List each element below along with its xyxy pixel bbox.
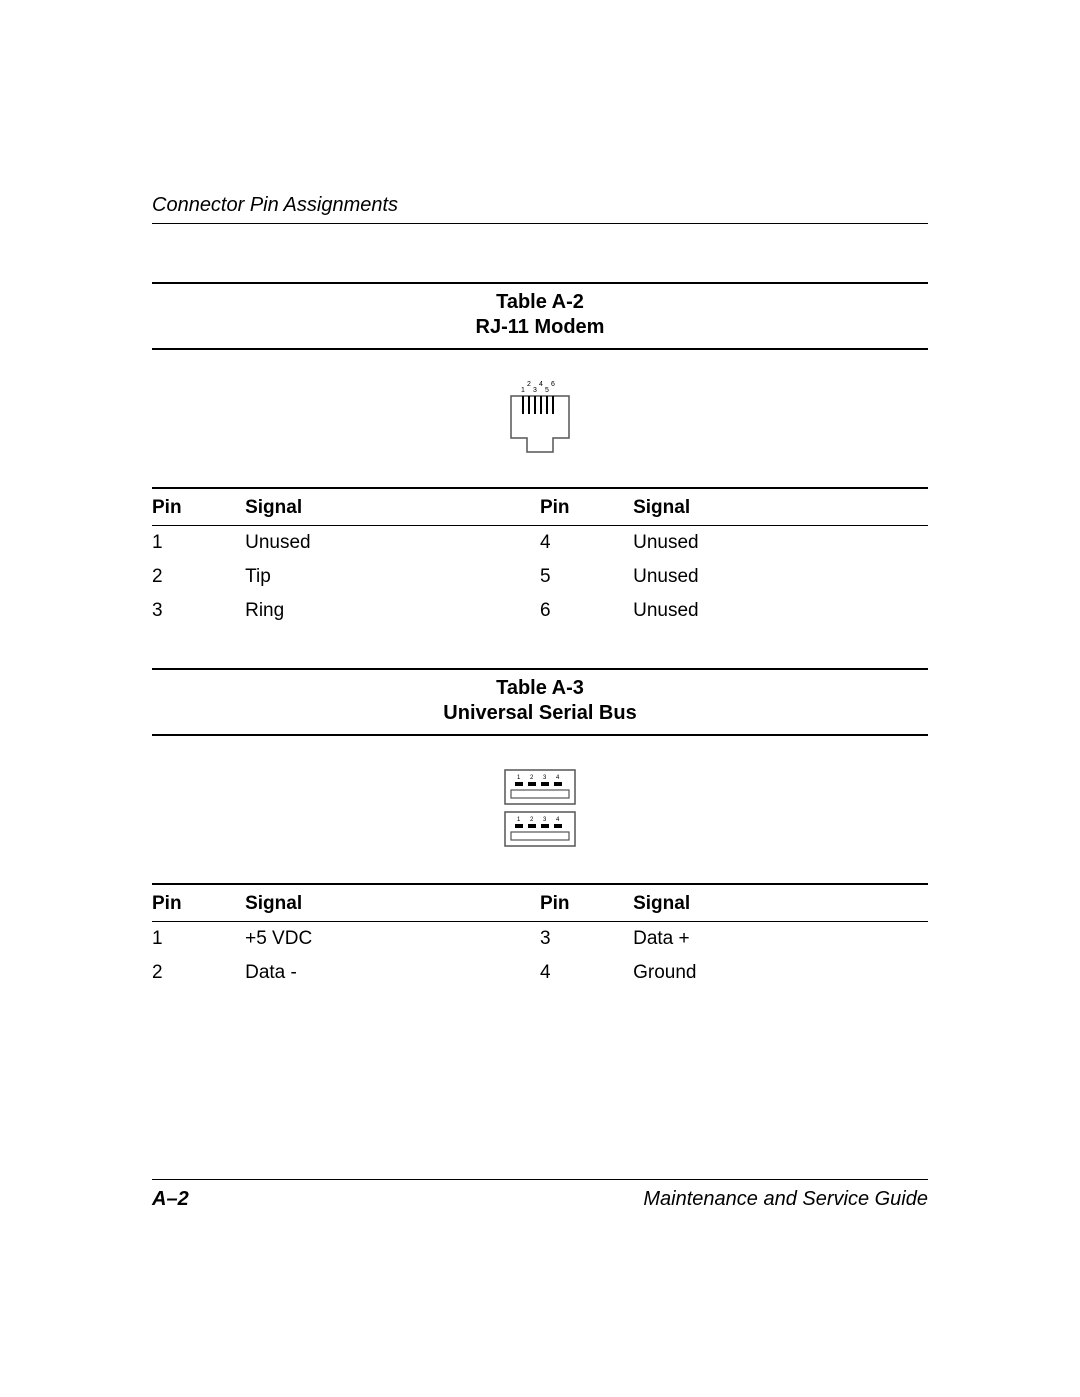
cell: Unused: [245, 526, 540, 561]
cell: 1: [152, 526, 245, 561]
table-a3-caption-1: Table A-3: [496, 677, 584, 699]
table-header-row: Pin Signal Pin Signal: [152, 884, 928, 922]
col-header: Pin: [152, 488, 245, 526]
svg-text:2: 2: [530, 817, 534, 823]
svg-text:2: 2: [530, 775, 534, 781]
cell: 2: [152, 560, 245, 594]
table-a2-caption-2: RJ-11 Modem: [476, 316, 605, 338]
cell: Data -: [245, 956, 540, 990]
cell: 2: [152, 956, 245, 990]
col-header: Pin: [540, 884, 633, 922]
cell: 4: [540, 956, 633, 990]
rj11-icon: 2 4 6 1 3 5: [503, 378, 577, 458]
cell: Unused: [633, 594, 928, 628]
svg-text:4: 4: [539, 381, 543, 388]
table-a2-block: Table A-2 RJ-11 Modem 2 4 6 1 3 5: [152, 282, 928, 628]
svg-text:1: 1: [517, 817, 521, 823]
page-footer: A–2 Maintenance and Service Guide: [152, 1179, 928, 1211]
cell: 3: [540, 922, 633, 957]
svg-text:2: 2: [527, 381, 531, 388]
table-row: 2 Tip 5 Unused: [152, 560, 928, 594]
col-header: Signal: [245, 884, 540, 922]
col-header: Pin: [540, 488, 633, 526]
col-header: Signal: [633, 884, 928, 922]
col-header: Pin: [152, 884, 245, 922]
cell: Data +: [633, 922, 928, 957]
svg-text:1: 1: [517, 775, 521, 781]
cell: 4: [540, 526, 633, 561]
cell: Ring: [245, 594, 540, 628]
cell: Ground: [633, 956, 928, 990]
table-a2: Pin Signal Pin Signal 1 Unused 4 Unused …: [152, 487, 928, 628]
table-a2-caption-1: Table A-2: [496, 291, 584, 313]
svg-text:5: 5: [545, 387, 549, 394]
svg-text:6: 6: [551, 381, 555, 388]
table-row: 1 Unused 4 Unused: [152, 526, 928, 561]
table-a3-title: Table A-3 Universal Serial Bus: [152, 670, 928, 734]
svg-text:3: 3: [543, 817, 547, 823]
col-header: Signal: [245, 488, 540, 526]
svg-text:3: 3: [533, 387, 537, 394]
usb-diagram: 1 2 3 4 1 2 3 4: [152, 736, 928, 883]
table-header-row: Pin Signal Pin Signal: [152, 488, 928, 526]
svg-text:4: 4: [556, 775, 560, 781]
cell: Unused: [633, 560, 928, 594]
section-header: Connector Pin Assignments: [152, 194, 928, 224]
svg-text:4: 4: [556, 817, 560, 823]
svg-text:1: 1: [521, 387, 525, 394]
cell: 6: [540, 594, 633, 628]
cell: Tip: [245, 560, 540, 594]
cell: +5 VDC: [245, 922, 540, 957]
cell: Unused: [633, 526, 928, 561]
cell: 5: [540, 560, 633, 594]
footer-title: Maintenance and Service Guide: [643, 1188, 928, 1211]
usb-icon: 1 2 3 4 1 2 3 4: [495, 764, 585, 854]
svg-text:3: 3: [543, 775, 547, 781]
page: Connector Pin Assignments Table A-2 RJ-1…: [0, 0, 1080, 1397]
rj11-diagram: 2 4 6 1 3 5: [152, 350, 928, 487]
table-a3: Pin Signal Pin Signal 1 +5 VDC 3 Data + …: [152, 883, 928, 990]
cell: 1: [152, 922, 245, 957]
table-row: 2 Data - 4 Ground: [152, 956, 928, 990]
cell: 3: [152, 594, 245, 628]
table-row: 1 +5 VDC 3 Data +: [152, 922, 928, 957]
table-a3-block: Table A-3 Universal Serial Bus 1 2 3 4 1: [152, 668, 928, 990]
table-a3-caption-2: Universal Serial Bus: [443, 702, 636, 724]
table-a2-title: Table A-2 RJ-11 Modem: [152, 284, 928, 348]
table-row: 3 Ring 6 Unused: [152, 594, 928, 628]
col-header: Signal: [633, 488, 928, 526]
page-number: A–2: [152, 1188, 189, 1211]
